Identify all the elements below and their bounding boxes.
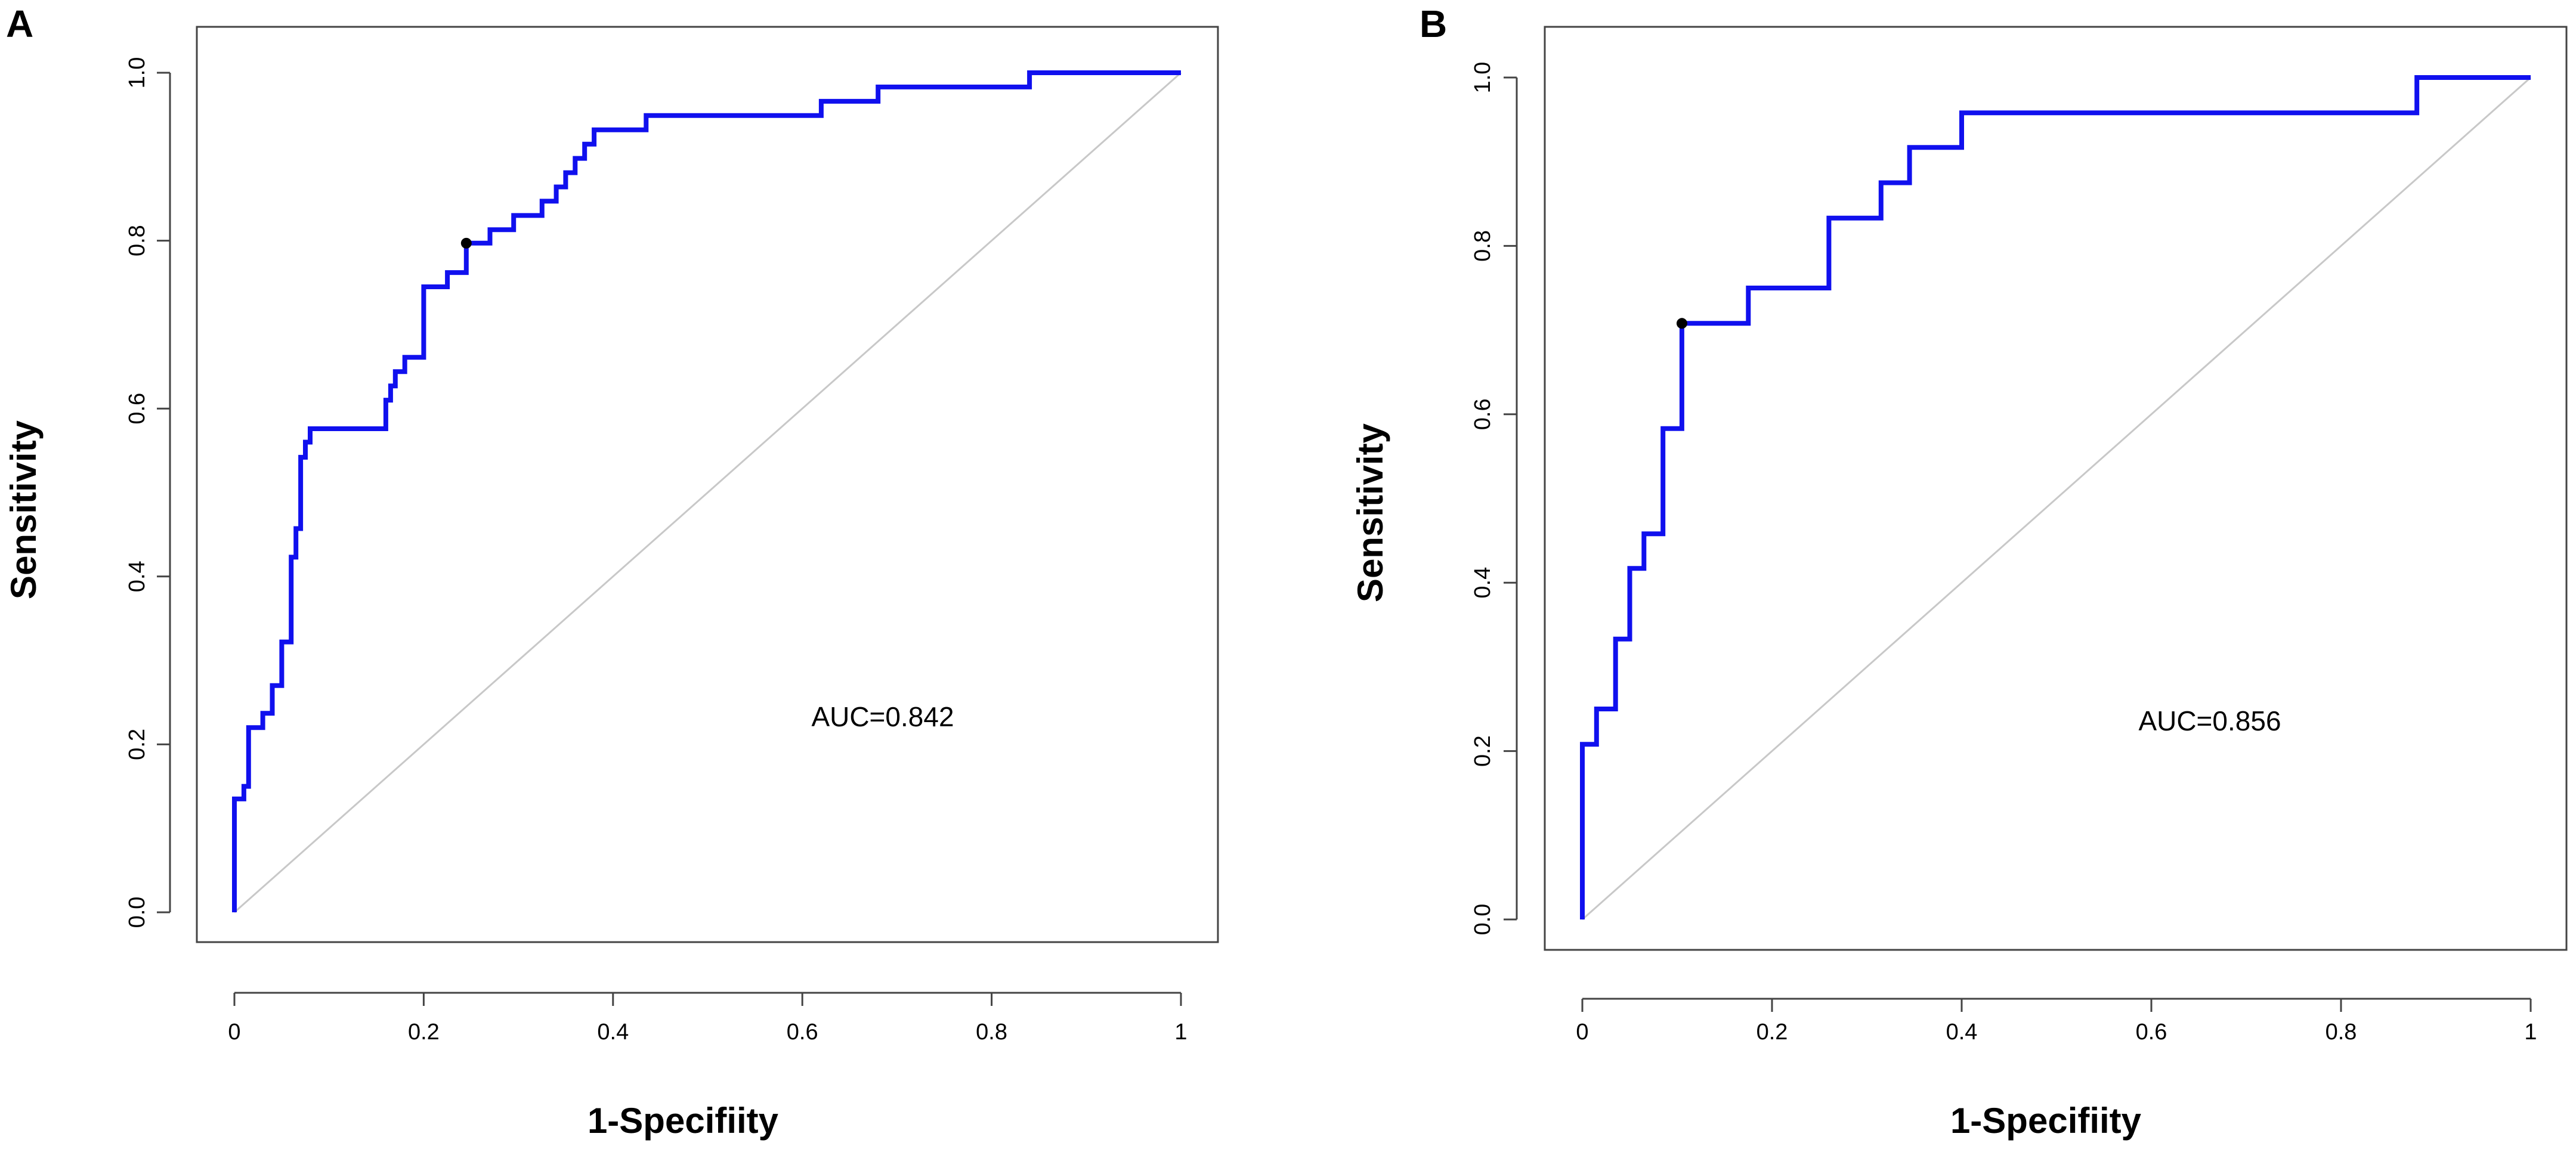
x-ticks: 0 0.2 0.4 0.6 0.8 1: [1576, 999, 2537, 1045]
cutoff-point: [460, 237, 472, 249]
y-tick-label: 0.6: [1470, 398, 1495, 430]
x-tick-label: 1: [1174, 1020, 1187, 1045]
reference-diagonal: [234, 72, 1182, 913]
y-tick-label: 0.2: [1470, 735, 1495, 767]
auc-annotation: AUC=0.856: [2138, 705, 2281, 736]
auc-annotation: AUC=0.842: [811, 701, 954, 732]
y-tick-label: 0.8: [1470, 230, 1495, 262]
y-tick-label: 0.4: [125, 560, 150, 592]
x-tick-label: 0.4: [1946, 1020, 1978, 1045]
y-tick-label: 1.0: [125, 57, 150, 89]
y-tick-label: 0.6: [125, 393, 150, 425]
y-tick-label: 0.2: [125, 729, 150, 760]
x-tick-label: 1: [2524, 1020, 2537, 1045]
x-tick-label: 0.6: [787, 1020, 818, 1045]
panel-b: B 0 0.2 0.4 0.6 0.8 1 0.0 0.2 0.4 0.6 0.8 1.0 AUC=…: [1350, 2, 2568, 1141]
x-tick-label: 0: [228, 1020, 240, 1045]
y-ticks: 0.0 0.2 0.4 0.6 0.8 1.0: [125, 57, 170, 928]
x-tick-label: 0.8: [976, 1020, 1007, 1045]
x-tick-label: 0.2: [408, 1020, 440, 1045]
x-tick-label: 0: [1576, 1020, 1588, 1045]
x-tick-label: 0.4: [597, 1020, 629, 1045]
x-tick-label: 0.6: [2136, 1020, 2167, 1045]
cutoff-point: [1676, 318, 1687, 329]
x-tick-label: 0.2: [1756, 1020, 1788, 1045]
y-tick-label: 0.0: [125, 897, 150, 928]
y-tick-label: 0.0: [1470, 904, 1495, 936]
panel-letter: B: [1420, 2, 1447, 45]
roc-curve: [232, 70, 1181, 912]
y-tick-label: 1.0: [1470, 62, 1495, 94]
panel-letter: A: [6, 2, 33, 45]
panel-a: A 0 0.2 0.4 0.6 0.8 1 0.0 0.2 0.4 0.6 0.8 1.0 AUC=…: [4, 2, 1219, 1141]
y-ticks: 0.0 0.2 0.4 0.6 0.8 1.0: [1470, 62, 1517, 936]
reference-diagonal: [1582, 76, 2531, 921]
plot-frame: [1544, 26, 2568, 951]
y-axis-title: Sensitivity: [4, 420, 44, 599]
y-axis-title: Sensitivity: [1350, 423, 1390, 602]
x-tick-label: 0.8: [2325, 1020, 2357, 1045]
plot-frame: [196, 26, 1219, 943]
x-ticks: 0 0.2 0.4 0.6 0.8 1: [228, 993, 1188, 1045]
y-tick-label: 0.4: [1470, 567, 1495, 599]
x-axis-title: 1-Specifiity: [587, 1101, 779, 1141]
y-tick-label: 0.8: [125, 225, 150, 256]
x-axis-title: 1-Specifiity: [1950, 1101, 2142, 1141]
